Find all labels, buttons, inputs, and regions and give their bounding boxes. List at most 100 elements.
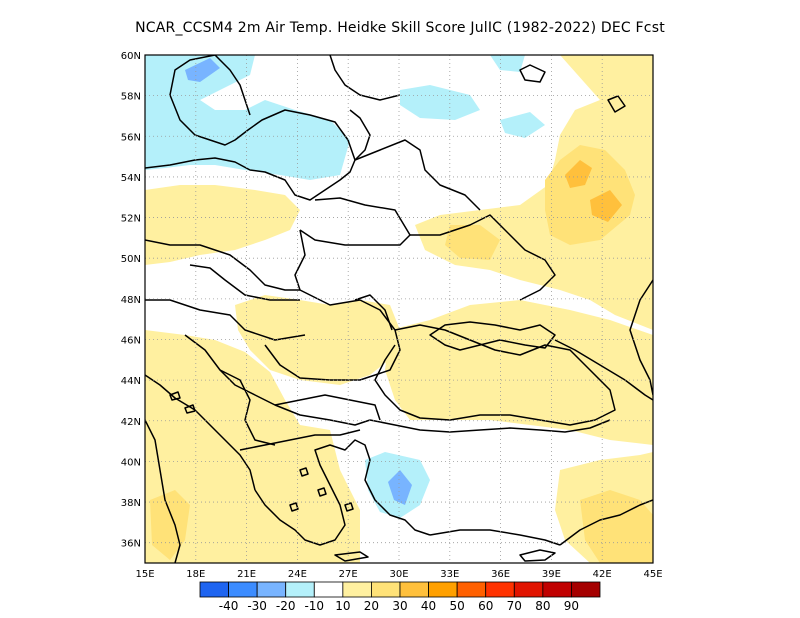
lat-label: 36N	[121, 539, 141, 550]
latitude-labels: 60N 58N 56N 54N 52N 50N 48N 46N 44N 42N 40N 38N 36N	[121, 51, 141, 550]
colorbar-swatch	[456, 581, 487, 598]
colorbar-label: -20	[276, 599, 296, 613]
pos-skill-core-ukraine	[445, 225, 500, 260]
colorbar-swatch	[428, 581, 458, 598]
adriatic-coast	[145, 374, 256, 491]
colorbar-label: 40	[421, 599, 436, 613]
russia-baltic-border	[354, 139, 481, 211]
colorbar-swatch	[228, 581, 258, 598]
lon-label: 21E	[237, 569, 256, 580]
germany-border	[145, 239, 300, 291]
turkey-east-border	[559, 499, 653, 546]
gulf-of-bothnia	[214, 55, 251, 116]
neg-skill-region-anatolia-mid	[388, 470, 412, 505]
caucasus-border	[554, 339, 653, 401]
lat-label: 40N	[121, 457, 141, 468]
neg-skill-region-scandinavia-mid	[185, 58, 220, 82]
colorbar-label: 70	[507, 599, 522, 613]
lon-label: 42E	[593, 569, 612, 580]
colorbar-label: -10	[304, 599, 324, 613]
czech-slovak-border	[189, 264, 300, 301]
colorbar-swatch	[199, 581, 229, 598]
colorbar-label: -30	[247, 599, 267, 613]
longitude-labels: 15E 18E 21E 24E 27E 30E 33E 36E 39E 42E 45E	[135, 569, 662, 580]
lat-label: 42N	[121, 417, 141, 428]
lat-label: 52N	[121, 214, 141, 225]
pos-skill-region-russia-east	[415, 55, 653, 330]
colorbar-swatch	[571, 581, 601, 598]
lat-label: 44N	[121, 376, 141, 387]
caspian-coast	[629, 279, 653, 396]
turkey-north-coast	[369, 419, 611, 433]
lon-label: 18E	[186, 569, 205, 580]
lon-label: 15E	[135, 569, 154, 580]
colorbar-label: 10	[335, 599, 350, 613]
serbia-border	[219, 369, 276, 446]
lat-label: 48N	[121, 295, 141, 306]
colorbar-swatch	[256, 581, 287, 598]
russia-lakes	[519, 64, 626, 113]
colorbar-label: 90	[564, 599, 579, 613]
dalmatian-islands	[169, 391, 196, 414]
balkan-borders	[184, 334, 371, 426]
neg-skill-region-north-central	[490, 55, 525, 72]
lat-label: 54N	[121, 173, 141, 184]
aegean-coast	[254, 439, 431, 546]
colorbar-label: 20	[364, 599, 379, 613]
lat-label: 46N	[121, 335, 141, 346]
colorbar-swatch	[313, 581, 344, 598]
lon-label: 27E	[339, 569, 358, 580]
colorbar-label: 30	[392, 599, 407, 613]
colorbar-swatch	[285, 581, 315, 598]
austria-hungary-border	[145, 299, 306, 341]
lat-label: 56N	[121, 132, 141, 143]
neg-skill-region-east-baltic	[400, 85, 480, 120]
lon-label: 45E	[643, 569, 662, 580]
pos-skill-region-black-sea	[385, 300, 653, 445]
neg-skill-region-north	[145, 55, 350, 180]
map-title: NCAR_CCSM4 2m Air Temp. Heidke Skill Sco…	[135, 20, 665, 36]
lon-label: 24E	[288, 569, 307, 580]
plot-frame	[144, 54, 654, 564]
colorbar	[199, 581, 601, 598]
moldova-border	[354, 294, 393, 331]
skill-fields	[145, 55, 653, 563]
neg-skill-region-nw-corner	[145, 55, 175, 85]
colorbar-swatch	[371, 581, 401, 598]
colorbar-label: 80	[535, 599, 550, 613]
bulgaria-border	[274, 394, 381, 421]
pos-skill-region-central-europe	[235, 295, 400, 385]
colorbar-label: 50	[450, 599, 465, 613]
pos-skill-max-russia-2	[590, 190, 622, 222]
lat-label: 60N	[121, 51, 141, 62]
pos-skill-core-russia	[545, 145, 635, 245]
colorbar-swatch	[542, 581, 572, 598]
romania-border	[264, 289, 401, 381]
estonia-latvia-coast	[349, 109, 371, 161]
italy-coast	[145, 419, 181, 563]
colorbar-label: -40	[219, 599, 239, 613]
colorbar-swatch	[485, 581, 515, 598]
colorbar-labels: -40 -30 -20 -10 10 20 30 40 50 60 70 80 90	[219, 599, 579, 613]
lat-label: 58N	[121, 92, 141, 103]
poland-ukraine-border	[294, 229, 306, 291]
greece-north-border	[239, 429, 361, 451]
cyprus-outline	[519, 549, 556, 562]
finland-coast	[329, 55, 401, 101]
lon-label: 39E	[542, 569, 561, 580]
crimea-azov-coast	[429, 321, 556, 351]
turkey-south-coast	[429, 529, 561, 546]
ukraine-russia-border	[410, 214, 556, 301]
pos-skill-max-russia	[565, 160, 592, 188]
lat-label: 38N	[121, 498, 141, 509]
lon-label: 33E	[440, 569, 459, 580]
colorbar-label: 60	[478, 599, 493, 613]
lon-label: 30E	[389, 569, 408, 580]
colorbar-swatch	[513, 581, 544, 598]
greek-islands	[289, 467, 369, 562]
lat-label: 50N	[121, 254, 141, 265]
lon-label: 36E	[491, 569, 510, 580]
coastlines-borders	[145, 55, 653, 563]
pos-skill-region-balkans	[145, 330, 360, 563]
